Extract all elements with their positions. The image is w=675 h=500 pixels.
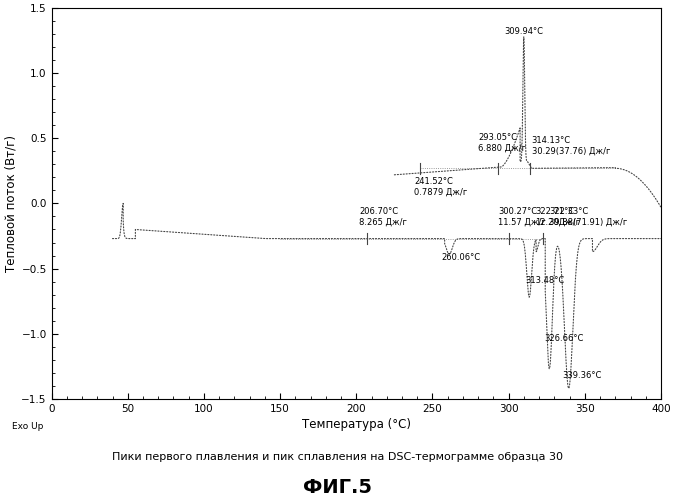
Text: 322.33°C
39.88(71.91) Дж/г: 322.33°C 39.88(71.91) Дж/г — [549, 208, 627, 227]
Text: 260.06°C: 260.06°C — [441, 253, 481, 262]
Text: 313.48°C: 313.48°C — [525, 276, 565, 285]
Text: 314.13°C
30.29(37.76) Дж/г: 314.13°C 30.29(37.76) Дж/г — [531, 136, 610, 156]
Y-axis label: Тепловой поток (Вт/г): Тепловой поток (Вт/г) — [4, 135, 17, 272]
Text: 322.71°C
12.20Дж/г: 322.71°C 12.20Дж/г — [535, 208, 580, 227]
Text: 241.52°C
0.7879 Дж/г: 241.52°C 0.7879 Дж/г — [414, 178, 468, 197]
Text: 309.94°C: 309.94°C — [504, 26, 543, 36]
Text: 293.05°C
6.880 Дж/г: 293.05°C 6.880 Дж/г — [478, 134, 526, 152]
Text: 326.66°C: 326.66°C — [545, 334, 584, 342]
Text: Exo Up: Exo Up — [12, 422, 43, 431]
Text: 300.27°C
11.57 Дж/г: 300.27°C 11.57 Дж/г — [498, 208, 546, 227]
Text: 206.70°C
8.265 Дж/г: 206.70°C 8.265 Дж/г — [359, 208, 407, 227]
X-axis label: Температура (°C): Температура (°C) — [302, 418, 411, 431]
Text: ФИГ.5: ФИГ.5 — [303, 478, 372, 497]
Text: Пики первого плавления и пик сплавления на DSC-термограмме образца 30: Пики первого плавления и пик сплавления … — [112, 452, 563, 462]
Text: 339.36°C: 339.36°C — [562, 372, 601, 380]
